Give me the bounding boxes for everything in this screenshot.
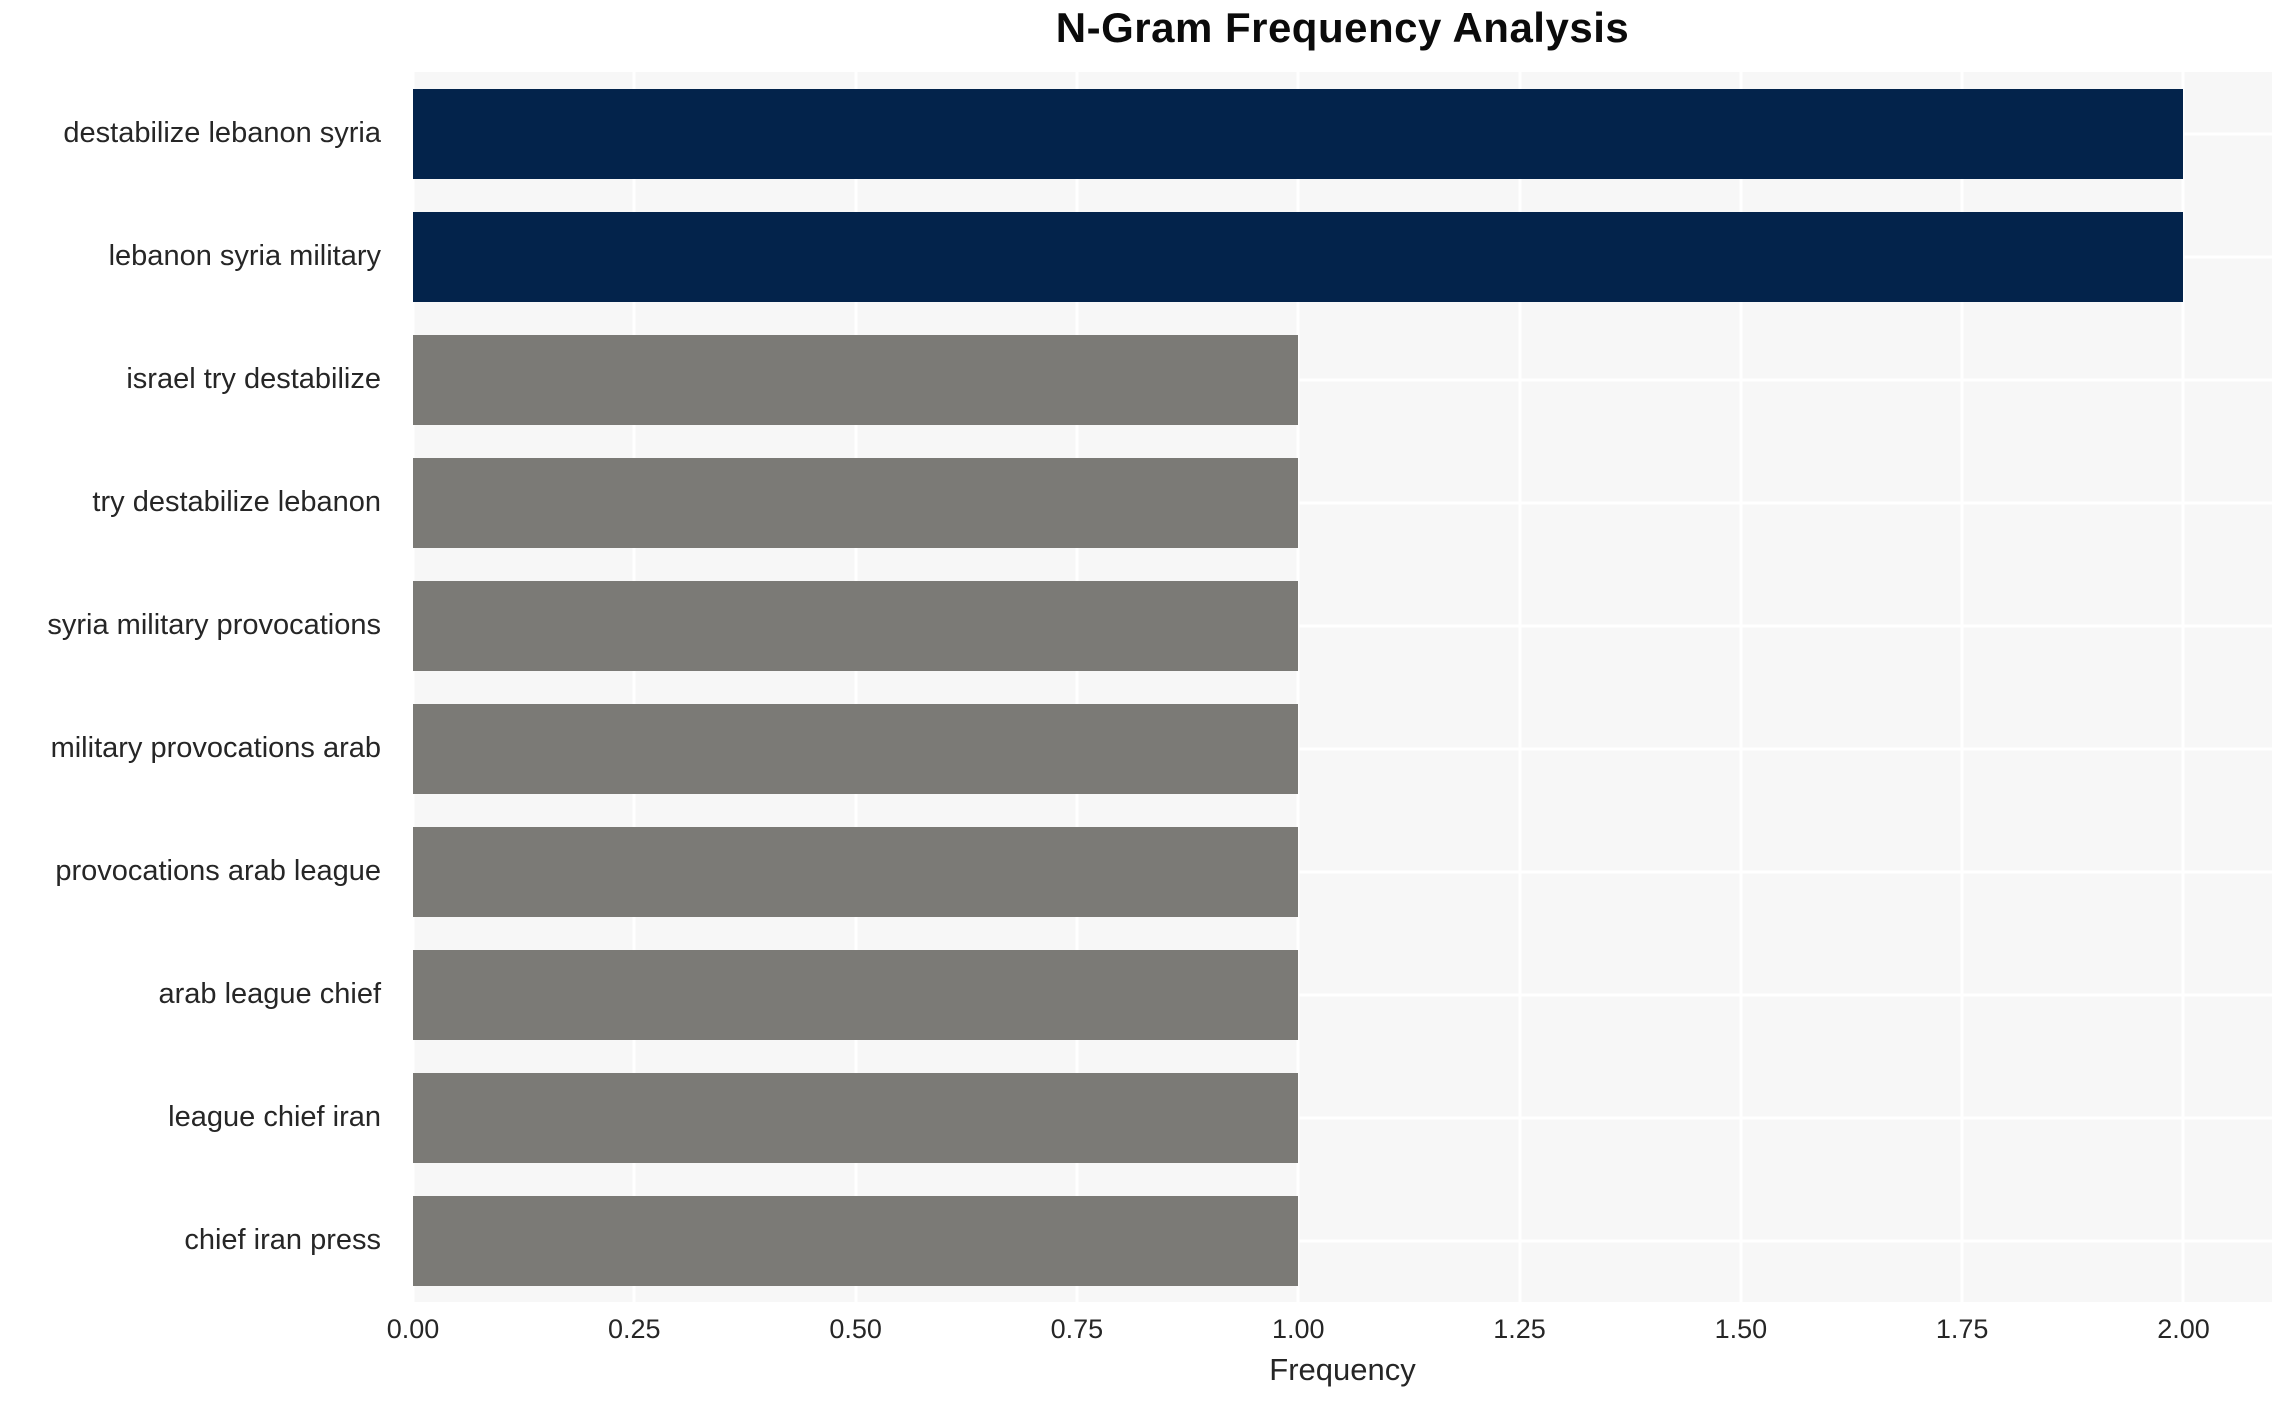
y-tick-label: arab league chief [158,978,382,1010]
vertical-gridline [1075,72,1079,1302]
bar-lebanon-syria-military [413,211,2184,302]
bar-military-provocations-arab [413,703,1299,794]
bar-row [413,933,2272,1056]
bar-rows [413,72,2272,1302]
vertical-gridline [1960,72,1964,1302]
horizontal-gridline [413,501,2272,504]
bar-arab-league-chief [413,949,1299,1040]
x-tick-label: 0.50 [829,1314,882,1344]
vertical-gridline [632,72,636,1302]
horizontal-gridline [413,747,2272,750]
y-tick-label: destabilize lebanon syria [63,117,381,149]
horizontal-gridline [413,993,2272,996]
x-tick-label: 1.25 [1493,1314,1546,1344]
horizontal-gridline [413,378,2272,381]
bar-row [413,810,2272,933]
bar-league-chief-iran [413,1072,1299,1163]
bar-row [413,1179,2272,1302]
x-tick-label: 1.75 [1935,1314,1989,1344]
y-tick-label: syria military provocations [47,609,381,641]
horizontal-gridline [413,870,2272,873]
x-axis-ticks: 0.00 0.25 0.50 0.75 1.00 1.25 1.50 1.75 2.00 [387,1314,2272,1350]
bar-israel-try-destabilize [413,334,1299,425]
bar-try-destabilize-lebanon [413,457,1299,548]
bar-row [413,318,2272,441]
y-tick-label: league chief iran [168,1101,381,1133]
bar-provocations-arab-league [413,826,1299,917]
y-tick-label: israel try destabilize [126,363,381,395]
y-tick-label: military provocations arab [50,732,381,764]
gridlines [411,72,2272,1302]
x-tick-label: 1.50 [1714,1314,1768,1344]
bar-row [413,441,2272,564]
bar-syria-military-provocations [413,580,1299,671]
horizontal-gridline [413,1116,2272,1119]
vertical-gridline [1296,72,1300,1302]
x-tick-label: 0.25 [608,1314,661,1344]
bar-row [413,564,2272,687]
y-tick-label: try destabilize lebanon [92,486,381,518]
bar-chief-iran-press [413,1195,1299,1286]
x-tick-label: 0.75 [1050,1314,1104,1344]
horizontal-gridline [413,624,2272,627]
y-tick-label: chief iran press [184,1224,381,1256]
bar-row [413,72,2272,195]
vertical-gridline [854,72,858,1302]
bar-row [413,195,2272,318]
vertical-gridline [1518,72,1522,1302]
chart-title: N-Gram Frequency Analysis [1055,4,1630,51]
x-tick-label: 1.00 [1271,1314,1325,1344]
y-axis-labels: destabilize lebanon syria lebanon syria m… [0,72,397,1302]
y-tick-label: provocations arab league [55,855,381,887]
bar-row [413,687,2272,810]
x-tick-label: 2.00 [2157,1314,2210,1344]
horizontal-gridline [413,1239,2272,1242]
bar-destabilize-lebanon-syria [413,88,2184,179]
bar-row [413,1056,2272,1179]
vertical-gridline [1739,72,1743,1302]
x-tick-label: 0.00 [386,1314,440,1344]
y-tick-label: lebanon syria military [108,240,381,272]
vertical-gridline [2181,72,2185,1302]
x-axis-label: Frequency [1269,1352,1416,1387]
plot-area [411,72,2272,1302]
vertical-gridline [411,72,415,1302]
